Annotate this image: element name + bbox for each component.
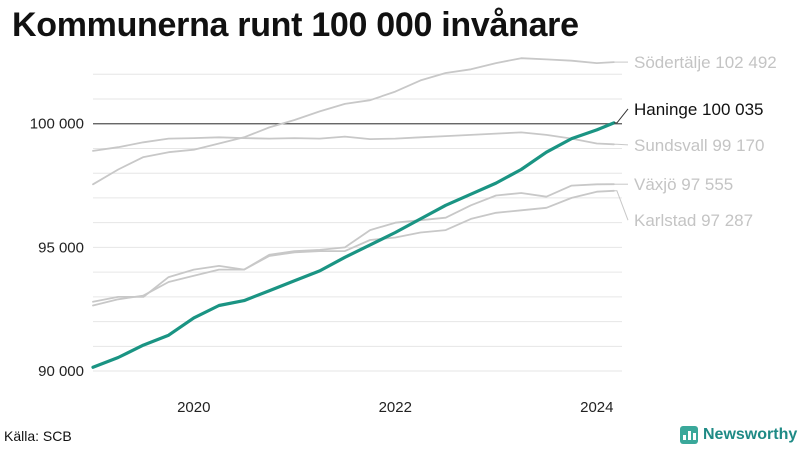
x-axis-ticks: 2020 2022 2024 xyxy=(177,399,613,416)
y-tick-label: 95 000 xyxy=(38,239,84,256)
series-lines xyxy=(91,57,616,369)
brand-logo: Newsworthy xyxy=(680,426,797,444)
series-line-karlstad xyxy=(92,189,615,307)
series-line-södertälje xyxy=(92,57,615,186)
series-label-växjö: Växjö 97 555 xyxy=(634,175,733,194)
brand-name: Newsworthy xyxy=(703,426,798,443)
x-tick-label: 2020 xyxy=(177,399,210,416)
y-tick-label: 90 000 xyxy=(38,363,84,380)
series-label-södertälje: Södertälje 102 492 xyxy=(634,53,777,72)
series-label-karlstad: Karlstad 97 287 xyxy=(634,211,753,230)
label-leader-line xyxy=(613,190,629,221)
y-tick-label: 100 000 xyxy=(30,116,84,133)
series-label-sundsvall: Sundsvall 99 170 xyxy=(634,136,764,155)
label-leader-line xyxy=(613,143,629,146)
bar-chart-icon xyxy=(680,426,698,444)
x-tick-label: 2024 xyxy=(580,399,613,416)
chart-title: Kommunerna runt 100 000 invånare xyxy=(12,6,579,44)
series-line-haninge xyxy=(91,121,616,369)
x-tick-label: 2022 xyxy=(379,399,412,416)
series-label-haninge: Haninge 100 035 xyxy=(634,100,764,119)
y-axis-ticks: 90 000 95 000 100 000 xyxy=(30,116,84,380)
label-leader-line xyxy=(613,108,629,124)
gridlines xyxy=(93,73,622,372)
series-line-växjö xyxy=(92,183,615,303)
series-labels: Södertälje 102 492 Haninge 100 035 Sundsva… xyxy=(613,53,777,230)
source-note: Källa: SCB xyxy=(4,428,72,444)
series-line-sundsvall xyxy=(92,131,615,152)
